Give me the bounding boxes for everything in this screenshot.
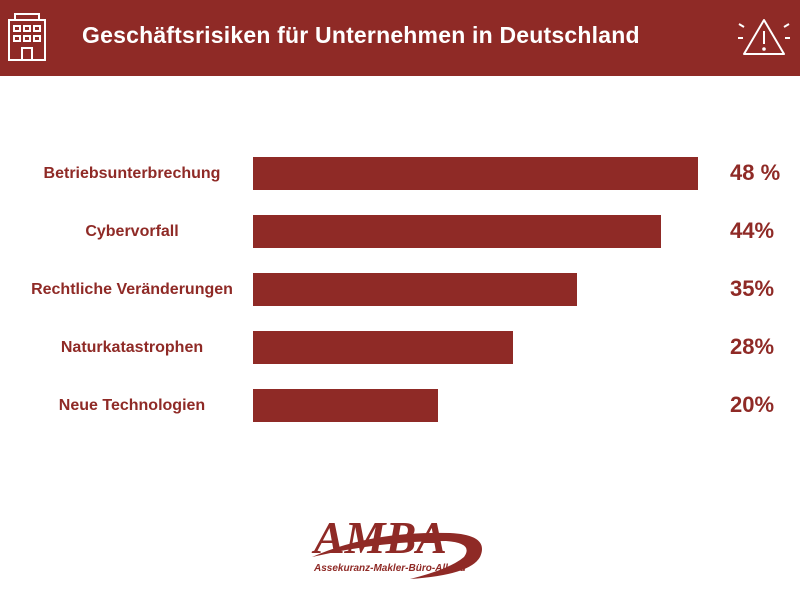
- value-label: 20%: [730, 392, 775, 417]
- logo-subtitle: Assekuranz-Makler-Büro-Allgäu: [313, 563, 466, 574]
- category-label: Betriebsunterbrechung: [43, 165, 221, 182]
- warning-icon: [738, 19, 790, 55]
- bar: [253, 215, 661, 248]
- value-label: 28%: [730, 334, 775, 359]
- category-label: Naturkatastrophen: [60, 339, 204, 356]
- bar: [253, 273, 578, 306]
- bar: [253, 331, 513, 364]
- bar: [253, 157, 698, 190]
- header-banner: Geschäftsrisiken für Unternehmen in Deut…: [0, 0, 800, 76]
- category-label: Rechtliche Veränderungen: [31, 281, 233, 298]
- category-label: Cybervorfall: [85, 223, 179, 240]
- value-label: 44%: [730, 218, 775, 243]
- amba-logo: AMBA Assekuranz-Makler-Büro-Allgäu: [311, 512, 482, 579]
- value-label: 35%: [730, 276, 775, 301]
- bar: [253, 389, 439, 422]
- bar-chart: Betriebsunterbrechung 48 % Cybervorfall 44%…: [0, 140, 800, 440]
- logo-wordmark: AMBA: [311, 512, 447, 563]
- building-icon: [8, 13, 46, 61]
- page-title: Geschäftsrisiken für Unternehmen in Deut…: [82, 22, 640, 48]
- category-label: Neue Technologien: [58, 397, 206, 414]
- value-label: 48 %: [730, 160, 781, 185]
